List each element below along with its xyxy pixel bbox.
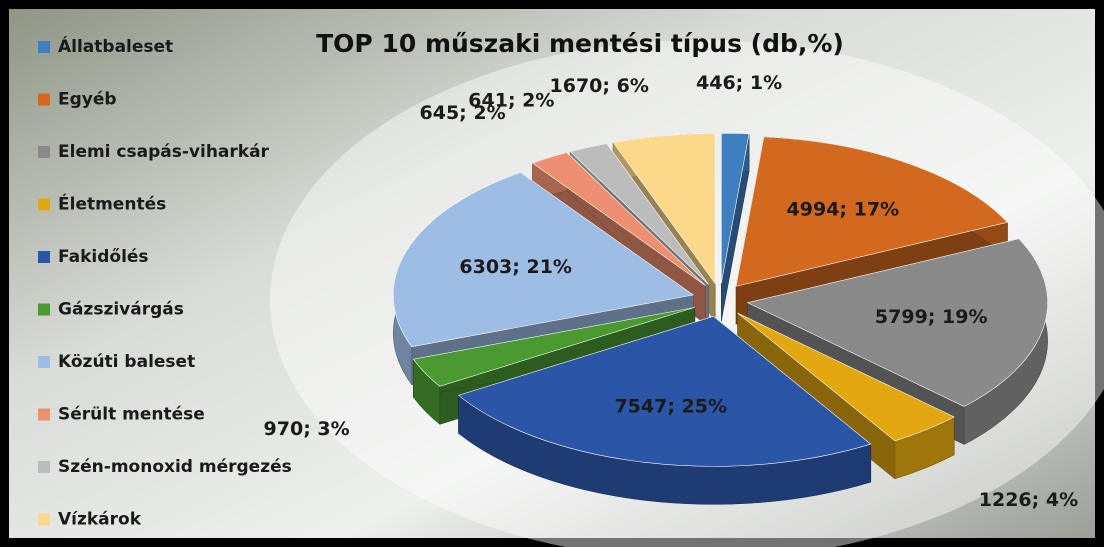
legend-label: Közúti baleset [58, 352, 195, 372]
data-label: 6303; 21% [459, 256, 572, 278]
legend-swatch [38, 146, 50, 158]
legend-label: Sérült mentése [58, 405, 205, 425]
legend-swatch [38, 461, 50, 473]
slice [457, 316, 872, 467]
legend-label: Szén-monoxid mérgezés [58, 457, 292, 477]
data-label: 446; 1% [696, 72, 782, 94]
legend-label: Elemi csapás-viharkár [58, 142, 270, 162]
slice [531, 152, 706, 286]
legend-swatch [38, 356, 50, 368]
legend-swatch [38, 251, 50, 263]
data-label: 5799; 19% [875, 306, 988, 328]
slice [746, 238, 1048, 407]
legend-label: Fakidőlés [58, 247, 149, 267]
data-label: 645; 2% [420, 102, 506, 124]
slice [612, 133, 716, 285]
chart-title: TOP 10 műszaki mentési típus (db,%) [316, 29, 844, 58]
slice [569, 143, 709, 285]
legend-swatch [38, 41, 50, 53]
data-label: 970; 3% [264, 418, 350, 440]
slice [393, 172, 695, 348]
data-label: 1226; 4% [979, 489, 1078, 511]
slice [735, 136, 1009, 287]
legend-swatch [38, 408, 50, 421]
legend-swatch [38, 303, 50, 316]
legend-label: Életmentés [58, 193, 166, 215]
legend-label: Egyéb [58, 90, 117, 110]
data-label: 641; 2% [468, 89, 554, 111]
slice [412, 307, 695, 387]
legend-swatch [38, 513, 50, 526]
legend-label: Gázszivárgás [58, 300, 184, 320]
slice [720, 132, 750, 284]
data-label: 7547; 25% [614, 395, 727, 417]
legend-label: Állatbaleset [58, 35, 173, 57]
data-label: 1670; 6% [550, 75, 649, 97]
slice [737, 312, 955, 442]
data-label: 4994; 17% [787, 199, 900, 221]
legend-label: Vízkárok [58, 510, 142, 530]
legend-swatch [38, 93, 50, 106]
legend-swatch [38, 198, 50, 211]
